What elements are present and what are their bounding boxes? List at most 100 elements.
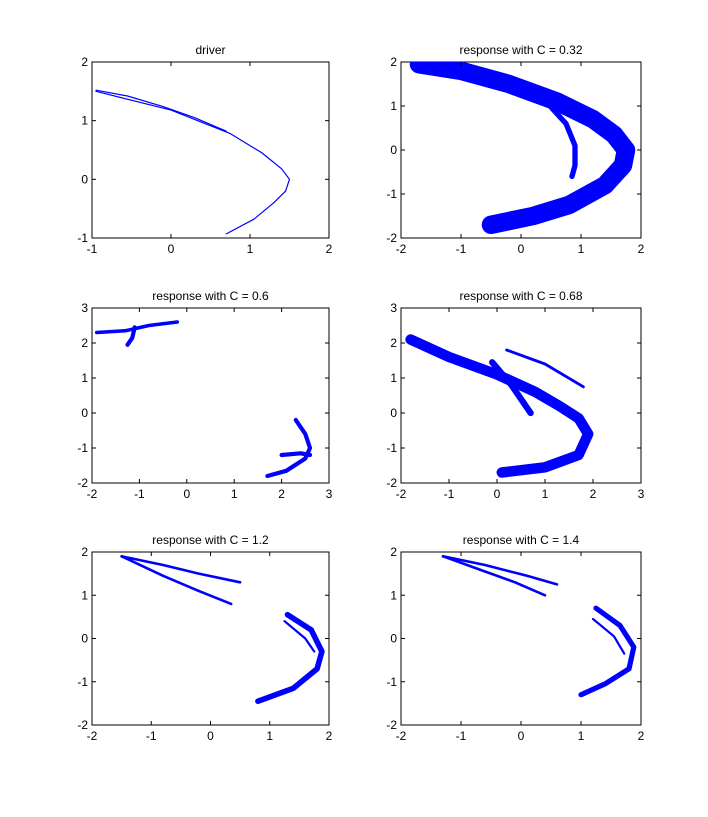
chart-title: response with C = 1.4 xyxy=(463,533,580,547)
x-tick-label: 1 xyxy=(542,487,549,501)
x-tick-label: 1 xyxy=(247,242,254,256)
y-tick-label: 1 xyxy=(390,99,397,113)
y-tick-label: 2 xyxy=(81,55,88,69)
y-tick-label: -1 xyxy=(386,187,397,201)
y-tick-label: 3 xyxy=(390,301,397,315)
series-band-1 xyxy=(405,334,594,478)
y-tick-label: 2 xyxy=(81,545,88,559)
x-tick-label: 1 xyxy=(578,729,585,743)
chart-title: response with C = 0.32 xyxy=(459,43,582,57)
y-tick-label: -1 xyxy=(386,441,397,455)
x-tick-label: 2 xyxy=(590,487,597,501)
y-tick-label: 3 xyxy=(81,301,88,315)
y-tick-label: -1 xyxy=(386,675,397,689)
y-tick-label: 2 xyxy=(81,336,88,350)
x-tick-label: -2 xyxy=(87,487,98,501)
subplot-1: driver -1 0 1 2 -1 0 1 2 xyxy=(77,43,332,256)
series-band-4 xyxy=(283,620,316,653)
series-band-4 xyxy=(591,617,626,655)
subplot-6: response with C = 1.4 -2 -1 0 1 2 -2 -1 0 1 2 xyxy=(386,533,644,743)
y-tick-label: 1 xyxy=(390,588,397,602)
x-tick-label: 2 xyxy=(638,242,645,256)
x-tick-label: 2 xyxy=(638,729,645,743)
y-tick-label: -1 xyxy=(77,441,88,455)
y-tick-label: 2 xyxy=(390,545,397,559)
subplot-2: response with C = 0.32 -2 -1 0 1 2 -2 -1 0 1 2 xyxy=(386,43,644,256)
x-tick-label: -2 xyxy=(396,729,407,743)
series-band-2 xyxy=(545,101,578,180)
x-tick-label: -1 xyxy=(456,242,467,256)
y-tick-label: 0 xyxy=(81,632,88,646)
x-tick-label: 2 xyxy=(278,487,285,501)
x-tick-label: -1 xyxy=(456,729,467,743)
axes-frame xyxy=(91,307,330,484)
x-tick-label: -1 xyxy=(146,729,157,743)
x-tick-label: 3 xyxy=(326,487,333,501)
data-series xyxy=(120,555,325,704)
x-tick-label: 1 xyxy=(266,729,273,743)
series-band-4 xyxy=(279,451,313,458)
x-tick-label: 2 xyxy=(326,242,333,256)
chart-title: driver xyxy=(195,43,225,57)
y-tick-label: 0 xyxy=(390,632,397,646)
x-tick-label: -1 xyxy=(87,242,98,256)
y-tick-label: 0 xyxy=(81,406,88,420)
y-tick-label: 1 xyxy=(390,371,397,385)
chart-title: response with C = 0.68 xyxy=(459,289,582,303)
x-tick-label: -2 xyxy=(396,487,407,501)
chart-title: response with C = 0.6 xyxy=(152,289,269,303)
y-tick-label: 1 xyxy=(81,588,88,602)
y-tick-label: -1 xyxy=(77,675,88,689)
series-band-1 xyxy=(95,89,227,132)
x-tick-label: -1 xyxy=(134,487,145,501)
series-band-1 xyxy=(94,320,180,335)
series-band-2 xyxy=(489,359,534,417)
x-tick-label: 0 xyxy=(494,487,501,501)
series-band-3 xyxy=(505,348,585,389)
x-tick-label: 3 xyxy=(638,487,645,501)
y-tick-label: -2 xyxy=(386,718,397,732)
series-band-1 xyxy=(409,62,636,235)
data-series xyxy=(405,334,594,478)
axes-frame xyxy=(91,551,330,726)
series-band-1 xyxy=(120,555,242,584)
series-band-3 xyxy=(578,605,637,698)
data-series xyxy=(409,62,636,235)
y-tick-label: -2 xyxy=(386,231,397,245)
y-tick-label: 0 xyxy=(390,143,397,157)
x-tick-label: 0 xyxy=(207,729,214,743)
x-tick-label: 0 xyxy=(168,242,175,256)
y-tick-label: 0 xyxy=(81,172,88,186)
subplot-3: response with C = 0.6 -2 -1 0 1 2 3 -2 -1 0 1 2 3 xyxy=(77,289,332,501)
series-band-2 xyxy=(125,325,137,347)
y-tick-label: 0 xyxy=(390,406,397,420)
subplot-4: response with C = 0.68 -2 -1 0 1 2 3 -2 -1 0 1 2 3 xyxy=(386,289,644,501)
series-band-1 xyxy=(441,555,559,586)
y-tick-label: 1 xyxy=(81,114,88,128)
y-tick-label: -2 xyxy=(386,476,397,490)
x-tick-label: 1 xyxy=(578,242,585,256)
series-band-2 xyxy=(95,90,291,235)
x-tick-label: -2 xyxy=(87,729,98,743)
x-tick-label: 0 xyxy=(518,242,525,256)
series-band-3 xyxy=(255,611,325,704)
chart-title: response with C = 1.2 xyxy=(152,533,269,547)
x-tick-label: 0 xyxy=(183,487,190,501)
y-tick-label: 1 xyxy=(81,371,88,385)
y-tick-label: -1 xyxy=(77,231,88,245)
y-tick-label: -2 xyxy=(77,718,88,732)
data-series xyxy=(441,555,637,698)
y-tick-label: 2 xyxy=(390,55,397,69)
x-tick-label: 1 xyxy=(231,487,238,501)
y-tick-label: 2 xyxy=(390,336,397,350)
y-tick-label: -2 xyxy=(77,476,88,490)
data-series xyxy=(95,89,291,235)
x-tick-label: 2 xyxy=(326,729,333,743)
x-tick-label: 0 xyxy=(518,729,525,743)
series-band-2 xyxy=(120,555,233,606)
series-band-2 xyxy=(441,555,547,597)
axes-frame xyxy=(400,551,642,726)
axes-frame xyxy=(91,61,330,239)
subplot-5: response with C = 1.2 -2 -1 0 1 2 -2 -1 0 1 2 xyxy=(77,533,332,743)
